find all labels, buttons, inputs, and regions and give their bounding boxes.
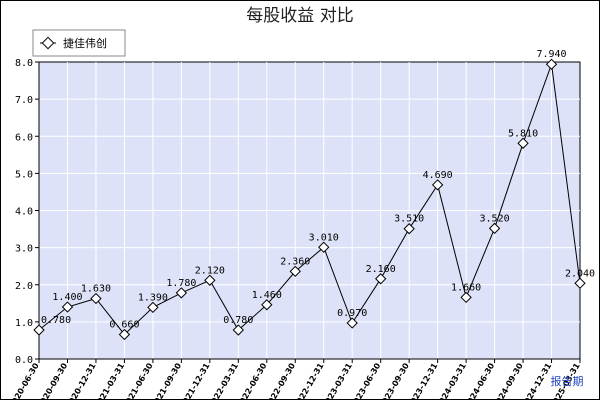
x-tick-label: 2023-03-31 xyxy=(321,361,355,399)
y-tick-label: 2.0 xyxy=(15,281,33,292)
data-point-marker xyxy=(147,301,159,314)
data-label: 4.690 xyxy=(423,170,453,181)
x-tick-label: 2024-06-30 xyxy=(463,361,497,399)
data-label: 2.160 xyxy=(366,264,396,275)
legend-series-name: 捷佳伟创 xyxy=(63,36,107,50)
x-tick-label: 2024-12-31 xyxy=(520,361,554,399)
data-label: 0.970 xyxy=(337,308,367,319)
data-label: 3.520 xyxy=(480,213,510,224)
data-point-marker xyxy=(33,324,45,336)
data-point-marker xyxy=(61,301,74,313)
data-label: 2.040 xyxy=(565,268,595,279)
x-axis: 2020-06-302020-09-302020-12-312021-03-31… xyxy=(7,358,582,399)
data-label: 3.510 xyxy=(394,214,424,225)
series-line xyxy=(38,64,581,336)
data-point-marker xyxy=(431,179,444,191)
data-point-marker xyxy=(204,274,216,286)
data-point-marker xyxy=(232,324,244,336)
x-tick-label: 2022-12-31 xyxy=(292,361,326,399)
series-polyline xyxy=(38,64,581,336)
data-point-marker xyxy=(545,58,558,70)
x-tick-label: 2021-03-31 xyxy=(93,361,127,399)
data-point-marker xyxy=(118,328,131,341)
x-tick-label: 2024-09-30 xyxy=(491,361,525,399)
data-label: 1.630 xyxy=(81,283,111,294)
data-point-marker xyxy=(574,277,586,289)
x-tick-label: 2021-06-30 xyxy=(121,361,155,399)
x-tick-label: 2023-06-30 xyxy=(349,361,383,399)
data-label: 7.940 xyxy=(536,49,566,60)
data-point-marker xyxy=(517,137,529,149)
y-tick-label: 7.0 xyxy=(15,95,33,106)
x-tick-label: 2023-09-30 xyxy=(378,361,412,399)
data-label: 1.780 xyxy=(166,278,196,289)
x-tick-label: 2024-03-31 xyxy=(434,361,468,399)
y-tick-label: 8.0 xyxy=(15,58,33,69)
data-point-marker xyxy=(318,241,330,253)
y-tick-label: 1.0 xyxy=(15,318,33,329)
y-tick-label: 5.0 xyxy=(15,169,33,180)
data-point-marker xyxy=(403,223,415,235)
data-label: 3.010 xyxy=(309,232,339,243)
data-point-marker xyxy=(90,292,102,305)
y-tick-label: 4.0 xyxy=(15,207,33,218)
data-label: 0.780 xyxy=(223,315,253,326)
x-tick-label: 2020-12-31 xyxy=(64,361,98,399)
x-tick-label: 2021-12-31 xyxy=(178,361,212,399)
x-tick-label: 2022-06-30 xyxy=(235,361,269,399)
data-label: 1.660 xyxy=(451,282,481,293)
x-tick-label: 2021-09-30 xyxy=(150,361,184,399)
data-point-marker xyxy=(460,291,472,304)
y-axis: 0.0 1.0 2.0 3.0 4.0 5.0 6.0 7.0 8.0 xyxy=(15,58,40,366)
legend: 捷佳伟创 xyxy=(32,29,126,57)
data-label: 1.460 xyxy=(252,290,282,301)
data-label: 0.660 xyxy=(109,319,139,330)
data-label: 2.360 xyxy=(280,256,310,267)
data-label: 2.120 xyxy=(195,265,225,276)
x-tick-label: 2020-06-30 xyxy=(7,361,41,399)
x-tick-label: 2020-09-30 xyxy=(36,361,70,399)
data-label: 1.390 xyxy=(138,292,168,303)
legend-marker-icon xyxy=(41,36,55,50)
data-point-marker xyxy=(375,273,387,285)
data-point-marker xyxy=(175,287,188,299)
y-tick-label: 6.0 xyxy=(15,132,33,143)
data-point-marker xyxy=(289,265,301,278)
x-tick-label: 2022-03-31 xyxy=(207,361,241,399)
data-point-marker xyxy=(488,222,501,234)
data-point-marker xyxy=(261,299,273,311)
data-points xyxy=(33,58,586,341)
data-point-marker xyxy=(346,317,358,329)
chart-title: 每股收益 对比 xyxy=(246,6,353,26)
x-axis-label: 报告期 xyxy=(551,374,584,388)
data-label: 1.400 xyxy=(52,292,82,303)
data-label: 0.780 xyxy=(41,315,71,326)
y-tick-label: 0.0 xyxy=(15,355,33,366)
grid-lines xyxy=(39,62,580,359)
x-tick-label: 2023-12-31 xyxy=(406,361,440,399)
x-tick-label: 2022-09-30 xyxy=(264,361,298,399)
y-tick-label: 3.0 xyxy=(15,244,33,255)
data-label: 5.810 xyxy=(508,128,538,139)
